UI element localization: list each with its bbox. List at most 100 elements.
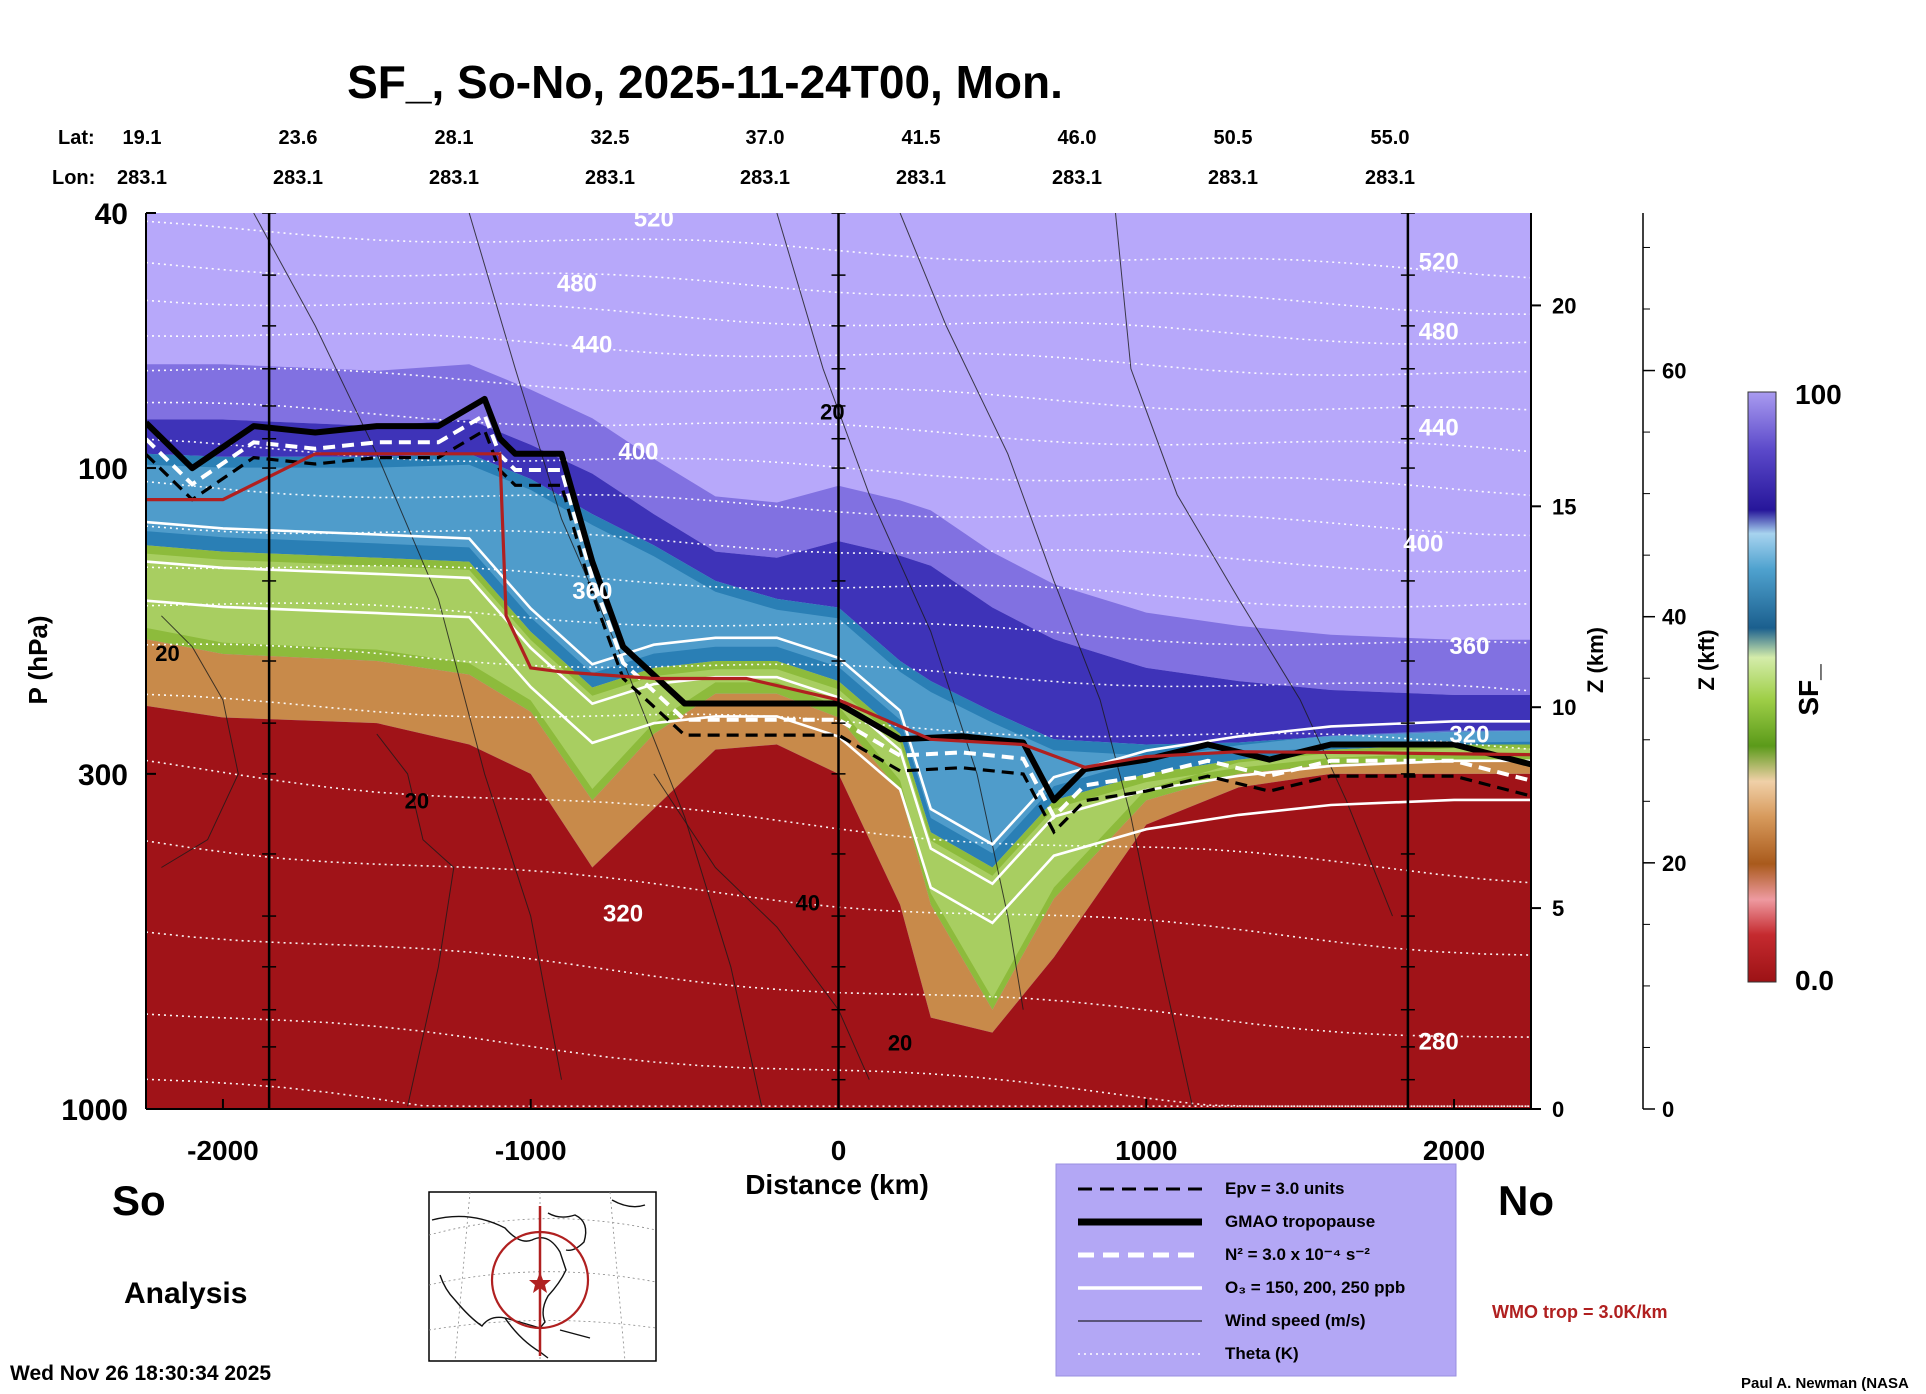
lat-value: 50.5 [1214, 127, 1253, 149]
theta-label: 480 [557, 270, 597, 297]
colorbar-gradient [1747, 391, 1777, 983]
legend-label: Epv = 3.0 units [1225, 1179, 1345, 1198]
legend-label: Theta (K) [1225, 1344, 1299, 1363]
credit-text: Paul A. Newman (NASA [1741, 1375, 1909, 1392]
wind-label: 20 [155, 641, 179, 666]
y-axis-label: P (hPa) [23, 615, 53, 704]
x-axis-label: Distance (km) [745, 1169, 929, 1200]
lon-value: 283.1 [1208, 167, 1258, 189]
x-axis-ticks: -2000 -1000 0 1000 2000 [187, 1099, 1485, 1166]
theta-label: 400 [1403, 531, 1443, 558]
x-tick-label: -1000 [495, 1135, 567, 1166]
p-tick-label: 40 [95, 198, 128, 231]
colorbar-min-label: 0.0 [1795, 965, 1834, 996]
x-tick-label: 2000 [1423, 1135, 1485, 1166]
band-light-green [146, 553, 1531, 999]
p-tick-label: 1000 [61, 1094, 128, 1127]
z-km-axis-ticks: 0 5 10 15 20 [1531, 293, 1576, 1122]
theta-label: 520 [1419, 248, 1459, 275]
lat-value: 41.5 [902, 127, 941, 149]
z-km-tick-label: 20 [1552, 293, 1576, 318]
wmo-tropopause-line [146, 452, 1531, 769]
z-kft-tick-label: 40 [1662, 605, 1686, 630]
z-km-tick-label: 5 [1552, 896, 1564, 921]
lon-value: 283.1 [1052, 167, 1102, 189]
z-kft-tick-label: 0 [1662, 1097, 1674, 1122]
colorbar: 100 0.0 SF_ [1747, 379, 1842, 996]
legend: Epv = 3.0 units GMAO tropopause N² = 3.0 x… [1055, 1163, 1457, 1377]
wind-contour [161, 615, 239, 868]
lon-value: 283.1 [429, 167, 479, 189]
band-green [146, 545, 1531, 1010]
wind-contour [253, 213, 562, 1080]
theta-label: 480 [1419, 318, 1459, 345]
lat-value: 23.6 [279, 127, 318, 149]
theta-label: 520 [634, 206, 674, 233]
epv-line [146, 428, 1531, 835]
theta-label: 320 [603, 901, 643, 928]
wind-contour [776, 213, 1024, 1010]
lat-value: 37.0 [746, 127, 785, 149]
axes: -2000 -1000 0 1000 2000 40 100 300 1000 0 5 10 15 2… [61, 198, 1686, 1166]
wind-label: 40 [795, 890, 819, 915]
map-center-star [529, 1272, 551, 1293]
wind-contour [899, 213, 1193, 1107]
lat-value: 55.0 [1371, 127, 1410, 149]
theta-label: 280 [1419, 1029, 1459, 1056]
z-kft-axis-ticks: 0 20 40 60 [1643, 246, 1686, 1122]
p-tick-label: 100 [78, 453, 128, 486]
lon-header-label: Lon: [52, 167, 95, 189]
wind-label: 20 [820, 400, 844, 425]
n2-contour [146, 412, 1531, 820]
legend-label: N² = 3.0 x 10⁻⁴ s⁻² [1225, 1245, 1370, 1264]
colorbar-title: SF_ [1793, 664, 1824, 716]
theta-line [146, 931, 1531, 1038]
wind-labels: 20 20 20 40 20 [155, 400, 912, 1056]
z-km-tick-label: 10 [1552, 695, 1576, 720]
x-tick-label: 0 [831, 1135, 847, 1166]
plot-area: 520480440400360320520480440400360320280 … [146, 206, 1531, 1109]
wind-label: 20 [405, 789, 429, 814]
tropopause-lines [146, 395, 1531, 835]
legend-items: Epv = 3.0 units GMAO tropopause N² = 3.0 x… [1078, 1179, 1405, 1363]
wind-contour [653, 773, 870, 1080]
lon-value: 283.1 [1365, 167, 1415, 189]
z-kft-tick-label: 20 [1662, 851, 1686, 876]
z-km-tick-label: 15 [1552, 494, 1576, 519]
vertical-reference-lines [262, 213, 1415, 1109]
theta-label: 440 [572, 331, 612, 358]
theta-label: 360 [1449, 633, 1489, 660]
band-tan [146, 639, 1531, 1033]
lat-value: 19.1 [123, 127, 162, 149]
lat-value: 28.1 [435, 127, 474, 149]
wmo-trop-label: WMO trop = 3.0K/km [1492, 1302, 1668, 1322]
theta-label: 360 [572, 578, 612, 605]
theta-labels: 520 480 440 400 360 320 520 480 440 400 360 320 280 [557, 206, 1490, 1056]
z-kft-tick-label: 60 [1662, 359, 1686, 384]
lon-value: 283.1 [117, 167, 167, 189]
z-kft-axis-label: Z (kft) [1694, 629, 1719, 690]
lat-header-label: Lat: [58, 127, 95, 149]
lon-value: 283.1 [740, 167, 790, 189]
x-tick-label: 1000 [1115, 1135, 1177, 1166]
wind-contour [376, 733, 455, 1107]
x-tick-label: -2000 [187, 1135, 259, 1166]
colorbar-max-label: 100 [1795, 379, 1842, 410]
lat-value: 46.0 [1058, 127, 1097, 149]
theta-label: 400 [618, 439, 658, 466]
wind-label: 20 [888, 1030, 912, 1055]
legend-label: Wind speed (m/s) [1225, 1311, 1366, 1330]
lat-values: 19.1 23.6 28.1 32.5 37.0 41.5 46.0 50.5 55.0 [123, 127, 1410, 149]
analysis-label: Analysis [124, 1277, 247, 1310]
legend-label: GMAO tropopause [1225, 1212, 1375, 1231]
wind-contour [1115, 213, 1393, 917]
lon-value: 283.1 [273, 167, 323, 189]
lat-lon-header: Lat: Lon: 19.1 23.6 28.1 32.5 37.0 41.5 46.0 50… [52, 127, 1415, 189]
theta-label: 320 [1449, 721, 1489, 748]
z-km-axis-label: Z (km) [1583, 627, 1608, 693]
inset-map [428, 1191, 657, 1362]
theta-line [146, 1013, 1531, 1107]
lat-value: 32.5 [591, 127, 630, 149]
legend-label: O₃ = 150, 200, 250 ppb [1225, 1278, 1405, 1297]
map-frame [428, 1191, 657, 1362]
